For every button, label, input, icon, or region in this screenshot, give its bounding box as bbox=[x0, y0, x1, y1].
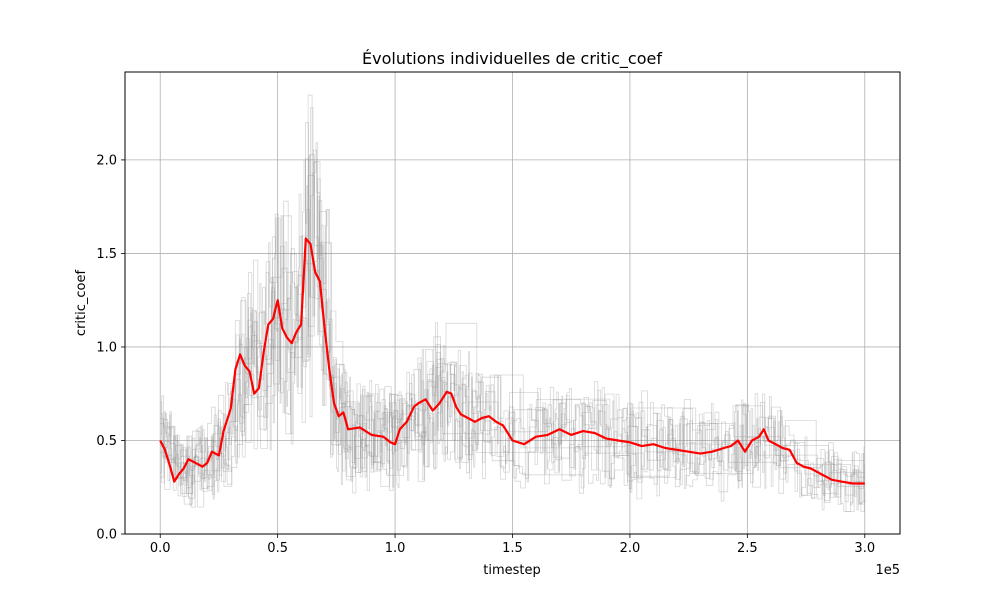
individual-series-line bbox=[160, 161, 865, 505]
individual-series-line bbox=[160, 175, 865, 508]
y-axis-label: critic_coef bbox=[74, 270, 89, 337]
x-tick-label: 3.0 bbox=[854, 541, 875, 556]
y-tick-label: 0.5 bbox=[96, 434, 117, 449]
x-tick-label: 1.5 bbox=[502, 541, 523, 556]
x-axis-label: timestep bbox=[483, 563, 541, 578]
x-axis-offset-label: 1e5 bbox=[875, 563, 900, 578]
individual-series-line bbox=[160, 142, 865, 511]
x-tick-label: 2.0 bbox=[620, 541, 641, 556]
individual-series-line bbox=[160, 161, 865, 508]
x-axis: 0.0 0.5 1.0 1.5 2.0 2.5 3.0 bbox=[150, 534, 875, 556]
x-tick-label: 2.5 bbox=[737, 541, 758, 556]
x-tick-label: 0.0 bbox=[150, 541, 171, 556]
y-tick-label: 0.0 bbox=[96, 528, 117, 543]
y-tick-label: 1.5 bbox=[96, 247, 117, 262]
x-tick-label: 0.5 bbox=[267, 541, 288, 556]
chart-title: Évolutions individuelles de critic_coef bbox=[362, 49, 662, 69]
individual-series-group bbox=[160, 94, 866, 512]
mean-series-line bbox=[159, 237, 865, 485]
individual-series-line bbox=[160, 215, 865, 496]
x-tick-label: 1.0 bbox=[385, 541, 406, 556]
individual-series-line bbox=[160, 154, 865, 512]
y-tick-label: 1.0 bbox=[96, 340, 117, 355]
individual-series-line bbox=[160, 122, 865, 512]
individual-series-line bbox=[160, 94, 865, 512]
y-axis: 0.0 0.5 1.0 1.5 2.0 bbox=[96, 153, 125, 543]
y-tick-label: 2.0 bbox=[96, 153, 117, 168]
